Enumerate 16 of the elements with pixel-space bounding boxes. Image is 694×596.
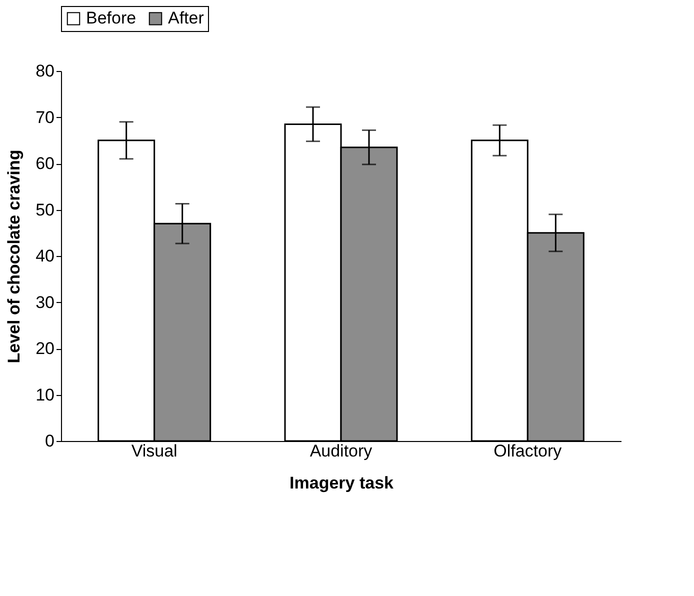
y-tick-label: 60: [36, 154, 54, 173]
x-tick-label: Olfactory: [494, 442, 562, 460]
y-tick-label: 40: [36, 246, 54, 266]
y-tick-label: 70: [36, 108, 54, 127]
y-tick-label: 10: [36, 385, 54, 404]
x-axis-title: Imagery task: [290, 474, 394, 492]
y-tick-label: 0: [45, 432, 54, 450]
y-axis-title: Level of chocolate craving: [4, 150, 24, 364]
y-tick-label: 50: [36, 200, 54, 220]
y-tick-label: 20: [36, 339, 54, 358]
y-tick-label: 30: [36, 292, 54, 312]
legend-label: Before: [86, 8, 136, 28]
legend-label: After: [168, 8, 204, 28]
y-tick-label: 80: [36, 62, 54, 80]
x-tick-label: Visual: [131, 442, 178, 460]
x-tick-label: Auditory: [310, 442, 373, 460]
